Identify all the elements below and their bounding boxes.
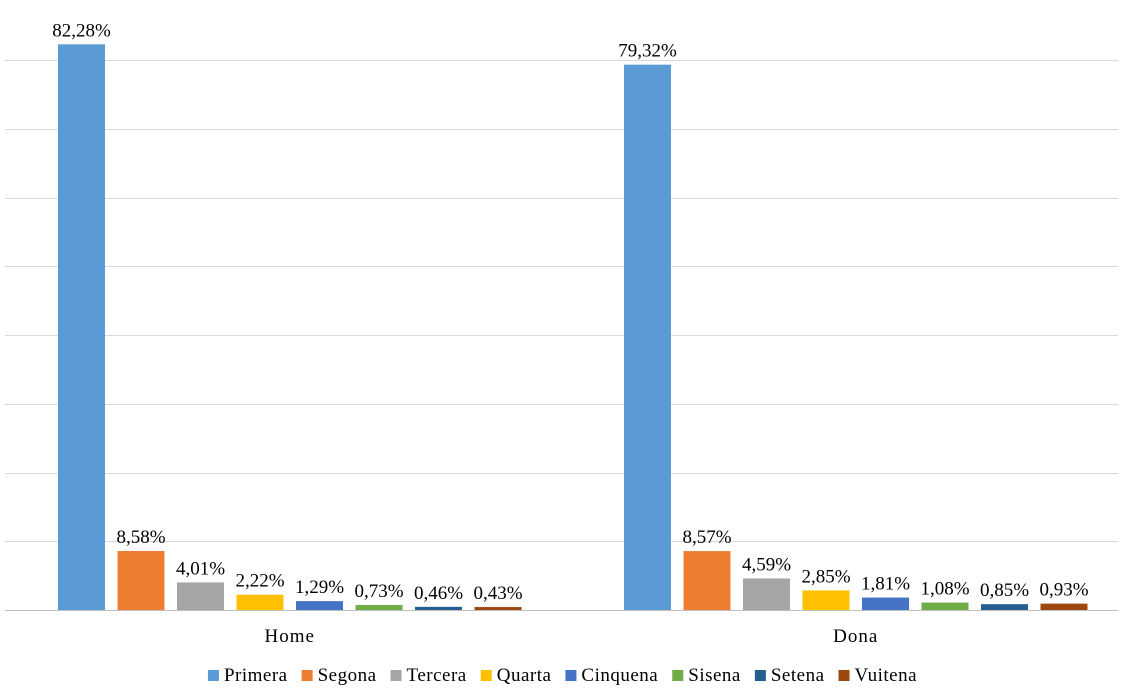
- category-label: Dona: [833, 626, 878, 647]
- bar-quarta-dona: [802, 590, 850, 610]
- bar-sisena-dona: [921, 602, 969, 610]
- bar-vuitena-home: [474, 607, 522, 610]
- legend-label: Cinquena: [581, 665, 658, 686]
- legend-label: Tercera: [407, 665, 467, 686]
- bar-primera-home: [58, 44, 105, 610]
- legend-swatch: [754, 670, 766, 681]
- bar-cinquena-home: [296, 601, 343, 610]
- data-label: 1,29%: [295, 577, 344, 598]
- bar-primera-dona: [624, 64, 671, 611]
- data-label: 0,93%: [1039, 580, 1088, 601]
- bar-setena-home: [415, 606, 462, 610]
- data-label: 0,43%: [473, 583, 522, 604]
- legend-label: Vuitena: [855, 665, 918, 686]
- bar-quarta-home: [236, 594, 284, 610]
- bar-sisena-home: [355, 604, 403, 610]
- data-label: 82,28%: [52, 20, 111, 41]
- data-label: 8,58%: [116, 527, 165, 548]
- bars: [58, 44, 1088, 611]
- legend-swatch: [301, 670, 313, 681]
- data-label: 1,81%: [861, 574, 910, 595]
- bar-tercera-home: [177, 582, 224, 610]
- data-label: 1,08%: [920, 579, 969, 600]
- data-label: 0,46%: [414, 583, 463, 604]
- legend-item-sisena: Sisena: [672, 665, 741, 686]
- legend-label: Primera: [224, 665, 288, 686]
- legend-label: Sisena: [688, 665, 741, 686]
- legend-item-primera: Primera: [207, 665, 288, 686]
- bar-cinquena-dona: [862, 597, 909, 610]
- legend-label: Setena: [771, 665, 825, 686]
- legend-swatch: [672, 670, 684, 681]
- data-label: 0,73%: [354, 581, 403, 602]
- data-label: 4,01%: [176, 558, 225, 579]
- bar-vuitena-dona: [1040, 603, 1088, 610]
- legend: Primera Segona Tercera Quarta Cinquena Sisena…: [207, 665, 918, 686]
- legend-item-setena: Setena: [754, 665, 825, 686]
- legend-swatch: [565, 670, 577, 681]
- legend-swatch: [838, 670, 850, 681]
- gridlines: [5, 60, 1118, 611]
- legend-item-quarta: Quarta: [480, 665, 552, 686]
- bar-segona-home: [117, 551, 165, 610]
- data-label: 4,59%: [742, 554, 791, 575]
- legend-swatch: [480, 670, 492, 681]
- legend-swatch: [207, 670, 219, 681]
- category-labels: Home Dona: [265, 626, 878, 647]
- legend-item-tercera: Tercera: [390, 665, 467, 686]
- bar-setena-dona: [981, 604, 1028, 610]
- data-label: 2,85%: [801, 566, 850, 587]
- category-label: Home: [265, 626, 315, 647]
- legend-item-cinquena: Cinquena: [565, 665, 658, 686]
- data-label: 8,57%: [682, 527, 731, 548]
- legend-label: Quarta: [497, 665, 552, 686]
- data-label: 2,22%: [235, 571, 284, 592]
- legend-item-vuitena: Vuitena: [838, 665, 918, 686]
- bar-tercera-dona: [743, 578, 790, 610]
- data-label: 0,85%: [980, 580, 1029, 601]
- bar-segona-dona: [683, 551, 731, 610]
- legend-label: Segona: [318, 665, 377, 686]
- legend-item-segona: Segona: [301, 665, 377, 686]
- legend-swatch: [390, 670, 402, 681]
- data-label: 79,32%: [618, 41, 677, 62]
- data-labels: 82,28% 8,58% 4,01% 2,22% 1,29% 0,73% 0,46% 0,43…: [52, 20, 1089, 604]
